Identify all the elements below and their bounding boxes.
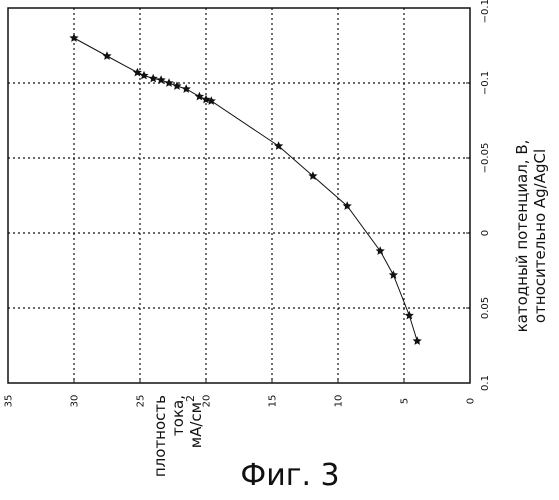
tick-marks <box>8 8 470 383</box>
data-point <box>405 311 414 320</box>
y-tick-label: 0.1 <box>480 375 491 391</box>
y-axis-title-line-1: катодный потенциал, В, <box>513 140 531 333</box>
plot-frame <box>8 8 470 383</box>
data-point <box>195 92 204 101</box>
x-axis-title-line-3: мА/см2 <box>184 395 205 448</box>
y-axis-title: катодный потенциал, В, относительно Ag/A… <box>513 140 549 333</box>
y-tick-labels: 0.1 0.05 0 −0.05 −0.1 −0.15 <box>480 0 491 391</box>
y-tick-label: −0.05 <box>480 143 491 174</box>
data-point <box>182 84 191 93</box>
data-point <box>149 74 158 83</box>
data-point <box>413 336 422 345</box>
data-point <box>69 33 78 42</box>
data-point <box>165 78 174 87</box>
y-tick-label: −0.1 <box>480 71 491 95</box>
data-markers <box>69 33 421 345</box>
x-axis-title-unit: мА/см <box>187 402 205 448</box>
data-point <box>343 201 352 210</box>
x-tick-label: 30 <box>70 395 81 408</box>
x-tick-label: 25 <box>136 395 147 408</box>
figure-caption: Фиг. 3 <box>240 458 339 493</box>
data-point <box>102 51 111 60</box>
x-axis-title-line-1: плотность <box>151 395 169 477</box>
x-tick-label: 15 <box>268 395 279 408</box>
data-point <box>389 270 398 279</box>
x-tick-label: 10 <box>334 395 345 408</box>
x-axis-title-superscript: 2 <box>184 395 197 402</box>
x-tick-labels: 05101520253035 <box>4 395 477 408</box>
y-tick-label: 0.05 <box>480 297 491 319</box>
y-axis-title-line-2: относительно Ag/AgCl <box>531 149 549 323</box>
x-tick-label: 0 <box>466 398 477 404</box>
y-tick-label: 0 <box>480 230 491 236</box>
y-tick-label: −0.15 <box>480 0 491 23</box>
x-tick-label: 5 <box>400 398 411 404</box>
series-line <box>74 38 417 341</box>
grid <box>8 8 470 383</box>
x-axis-title: плотность тока, мА/см2 <box>151 395 205 477</box>
x-tick-label: 35 <box>4 395 15 408</box>
